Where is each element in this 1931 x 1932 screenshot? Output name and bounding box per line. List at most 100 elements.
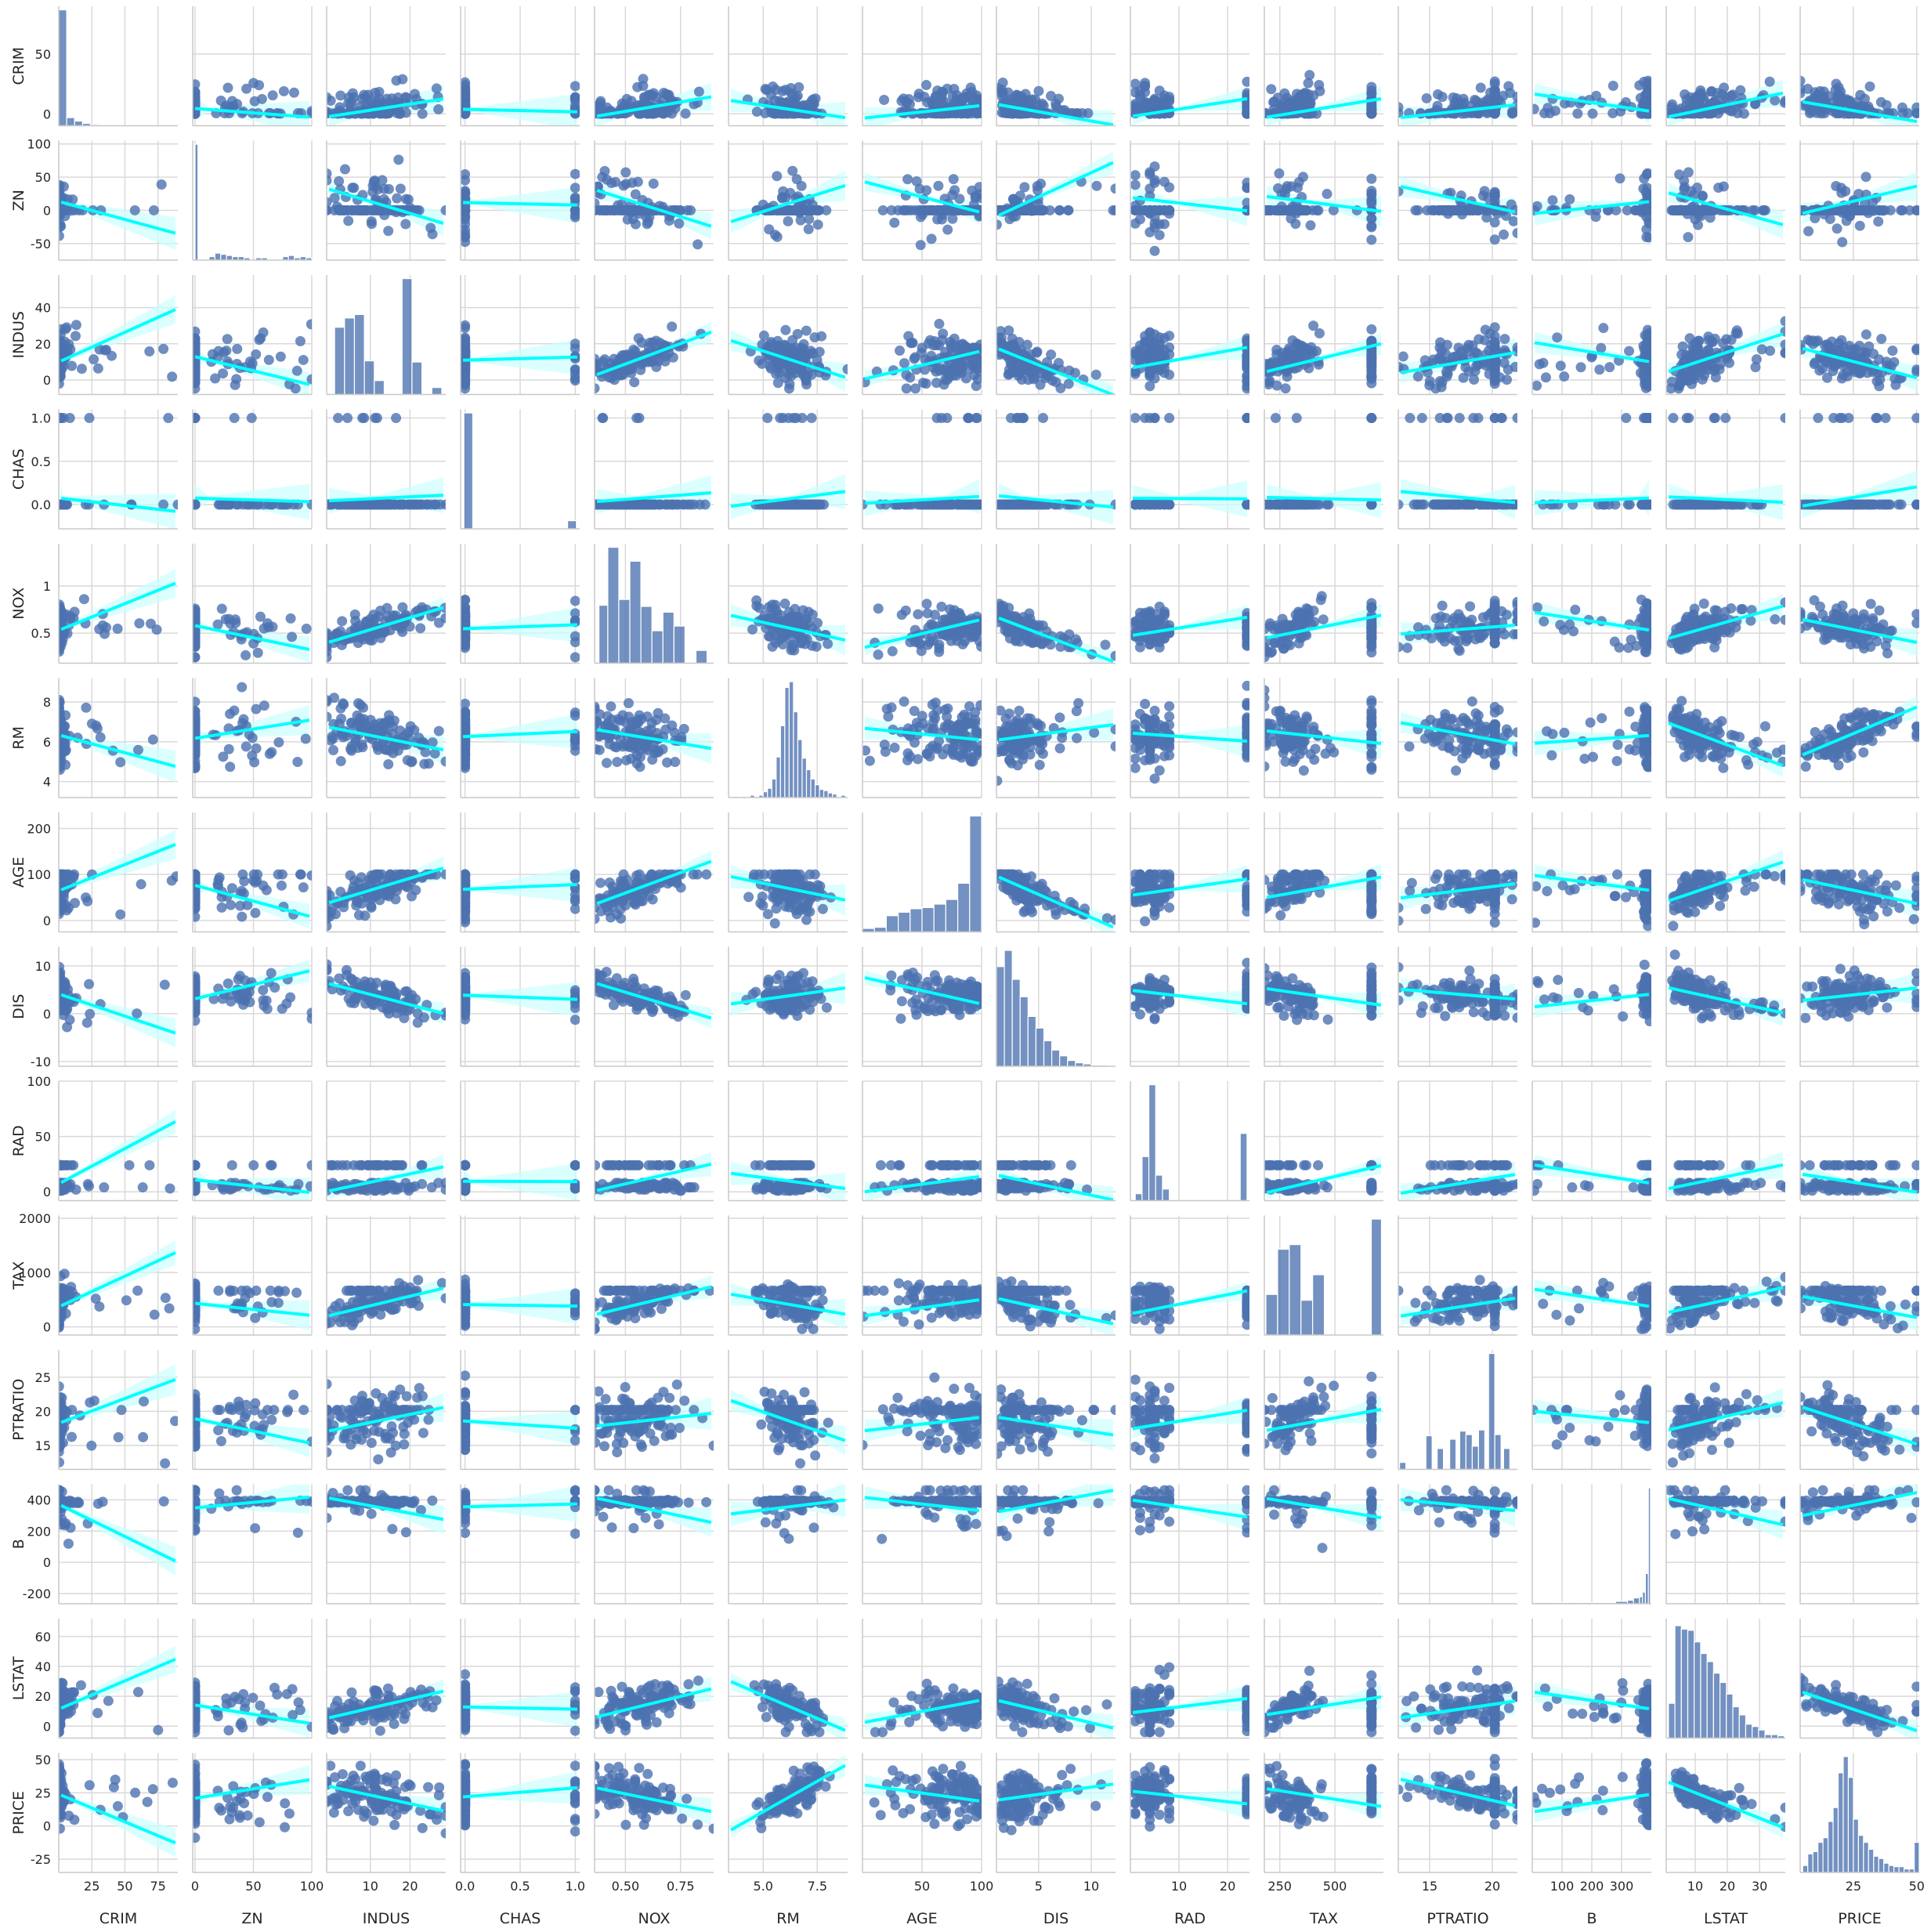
scatter-point [167,371,177,382]
scatter-point [879,95,889,105]
scatter-point [190,339,200,349]
scatter-point [1083,108,1093,118]
scatter-point [1150,94,1160,104]
panel-marks [590,74,711,126]
panel-marks [992,151,1121,230]
scatter-point [778,186,788,197]
scatter-point [418,109,428,119]
panel-zn-vs-chas [460,141,580,261]
scatter-point [1266,84,1276,94]
scatter-point [1490,338,1500,348]
scatter-point [393,154,403,165]
scatter-point [599,354,609,364]
scatter-point [343,98,353,108]
scatter-point [1824,91,1834,101]
scatter-point [956,366,967,376]
panel-indus-vs-zn [190,275,316,397]
scatter-point [1284,205,1294,215]
scatter-point [914,89,924,99]
panel-zn-vs-crim [54,141,178,261]
scatter-point [410,89,420,99]
scatter-point [1812,108,1822,118]
scatter-point [1428,354,1438,364]
scatter-point [1242,383,1252,393]
panel-indus-vs-rad [1130,275,1253,395]
scatter-point [664,215,674,226]
scatter-point [335,91,345,101]
scatter-point [803,369,813,379]
scatter-point [158,344,168,354]
panel-marks [1130,77,1253,125]
scatter-point [1242,106,1252,116]
scatter-point [1874,205,1884,215]
scatter-point [1274,205,1284,215]
scatter-point [370,88,380,98]
scatter-point [93,364,103,374]
scatter-point [1278,103,1288,114]
scatter-point [1490,322,1500,332]
scatter-point [570,343,580,353]
scatter-point [793,329,803,339]
scatter-point [934,319,944,329]
scatter-point [1366,221,1376,231]
scatter-point [1366,358,1376,368]
scatter-point [1470,95,1480,105]
panel-marks [865,80,986,128]
scatter-point [973,374,983,385]
scatter-point [1366,235,1376,245]
scatter-point [1529,104,1539,114]
scatter-point [1032,346,1042,356]
scatter-point [306,319,316,329]
scatter-point [1032,185,1043,195]
scatter-point [1865,81,1875,92]
scatter-point [772,232,783,242]
scatter-point [815,347,825,357]
scatter-point [1449,205,1459,215]
scatter-point [599,166,609,176]
panel-indus-vs-nox [590,275,714,395]
scatter-point [1424,380,1434,390]
scatter-point [1366,324,1376,335]
scatter-point [1541,372,1551,382]
histogram-bar [432,388,442,395]
scatter-point [899,358,909,368]
panel-indus-vs-ptratio [1394,275,1523,395]
scatter-point [1159,97,1170,107]
scatter-point [1398,352,1408,362]
scatter-point [1559,371,1569,382]
scatter-point [381,94,392,104]
scatter-point [250,96,260,107]
scatter-point [1728,89,1738,99]
scatter-point [1539,358,1549,368]
panel-zn-vs-lstat [1666,141,1785,261]
scatter-point [460,96,470,106]
scatter-point [1513,228,1523,238]
scatter-point [921,80,931,90]
scatter-point [1091,370,1101,380]
scatter-point [222,334,233,344]
scatter-point [1759,205,1769,215]
scatter-point [638,74,648,84]
panel-crim-vs-crim [59,6,178,126]
scatter-point [942,362,952,372]
scatter-point [208,349,218,360]
scatter-point [1765,77,1775,87]
scatter-point [1499,334,1510,344]
scatter-point [460,364,470,374]
scatter-point [1366,186,1376,196]
scatter-point [949,334,960,344]
scatter-point [1699,92,1709,102]
scatter-point [916,240,926,250]
scatter-point [1314,328,1325,338]
scatter-point [401,107,411,118]
scatter-point [619,181,629,191]
scatter-point [1242,334,1252,344]
panel-indus-vs-rm [729,275,853,395]
panel-zn-vs-tax [1260,141,1384,261]
scatter-point [372,205,382,215]
scatter-point [1911,108,1922,118]
scatter-point [1459,373,1469,383]
scatter-point [54,335,64,346]
scatter-point [1264,377,1274,387]
scatter-point [1840,186,1850,197]
